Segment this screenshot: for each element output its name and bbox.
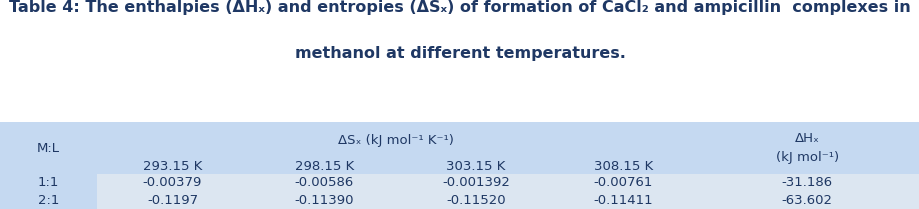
Text: -0.11390: -0.11390: [294, 194, 354, 207]
Text: -31.186: -31.186: [781, 176, 832, 190]
Text: ΔHₓ: ΔHₓ: [794, 133, 819, 145]
Bar: [0, 192, 96, 209]
Text: ΔSₓ (kJ mol⁻¹ K⁻¹): ΔSₓ (kJ mol⁻¹ K⁻¹): [337, 134, 453, 147]
Text: 298.15 K: 298.15 K: [294, 160, 354, 173]
Text: 303.15 K: 303.15 K: [446, 160, 505, 173]
Text: -0.00761: -0.00761: [593, 176, 652, 190]
Text: methanol at different temperatures.: methanol at different temperatures.: [294, 46, 625, 61]
Text: 2:1: 2:1: [38, 194, 59, 207]
Text: -0.00379: -0.00379: [142, 176, 202, 190]
Text: Table 4: The enthalpies (ΔHₓ) and entropies (ΔSₓ) of formation of CaCl₂ and ampi: Table 4: The enthalpies (ΔHₓ) and entrop…: [9, 0, 910, 15]
Text: M:L: M:L: [37, 142, 60, 155]
Text: (kJ mol⁻¹): (kJ mol⁻¹): [775, 151, 838, 164]
Text: 293.15 K: 293.15 K: [142, 160, 202, 173]
Text: -0.11520: -0.11520: [446, 194, 505, 207]
Text: -0.1197: -0.1197: [147, 194, 198, 207]
Text: -0.11411: -0.11411: [593, 194, 652, 207]
Text: -0.00586: -0.00586: [294, 176, 354, 190]
Bar: [96, 174, 919, 192]
Text: 1:1: 1:1: [38, 176, 59, 190]
Text: 308.15 K: 308.15 K: [593, 160, 652, 173]
Bar: [0, 174, 96, 192]
Bar: [0, 122, 919, 174]
Text: -63.602: -63.602: [781, 194, 832, 207]
Bar: [96, 192, 919, 209]
Text: -0.001392: -0.001392: [442, 176, 509, 190]
